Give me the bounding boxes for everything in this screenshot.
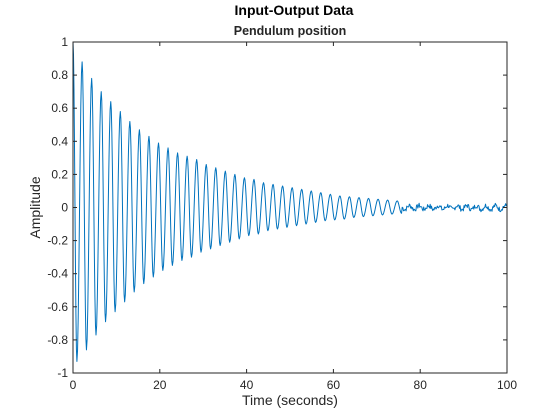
chart-title: Input-Output Data <box>235 2 354 18</box>
y-tick-label: 0.8 <box>51 68 68 82</box>
chart-subtitle: Pendulum position <box>234 24 347 38</box>
x-axis-label: Time (seconds) <box>242 392 338 408</box>
y-tick-label: 0.6 <box>51 101 68 115</box>
x-tick-label: 60 <box>327 378 341 392</box>
y-tick-label: 0.4 <box>51 134 68 148</box>
series-layer <box>72 41 507 362</box>
y-tick-label: -0.8 <box>47 333 68 347</box>
y-axis-label: Amplitude <box>27 176 43 238</box>
y-tick-label: -1 <box>57 366 68 380</box>
x-tick-label: 100 <box>497 378 517 392</box>
y-axis: -1 -0.8 -0.6 -0.4 -0.2 0 0.2 0.4 0.6 0.8 1 <box>47 35 507 380</box>
pendulum-position-series <box>72 41 507 362</box>
x-tick-label: 40 <box>240 378 254 392</box>
x-axis: 0 20 40 60 80 100 <box>70 42 517 392</box>
x-tick-label: 80 <box>414 378 428 392</box>
y-tick-label: 0 <box>61 201 68 215</box>
y-tick-label: -0.6 <box>47 300 68 314</box>
y-tick-label: -0.4 <box>47 267 68 281</box>
y-tick-label: -0.2 <box>47 234 68 248</box>
y-tick-label: 0.2 <box>51 167 68 181</box>
y-tick-label: 1 <box>61 35 68 49</box>
x-tick-label: 0 <box>70 378 77 392</box>
x-tick-label: 20 <box>153 378 167 392</box>
